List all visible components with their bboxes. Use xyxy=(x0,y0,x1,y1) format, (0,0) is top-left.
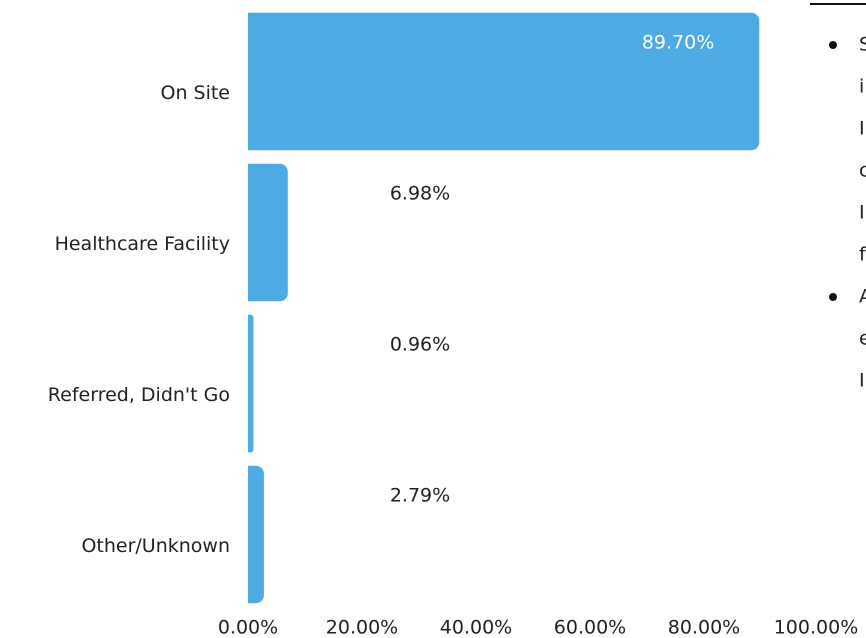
y-tick-label: On Site xyxy=(160,82,230,104)
bar-base-cover xyxy=(239,163,248,302)
x-tick-label: 20.00% xyxy=(326,617,398,638)
side-text: I xyxy=(859,202,865,224)
side-text: i xyxy=(859,76,864,98)
value-label: 6.98% xyxy=(390,182,450,204)
side-text: c xyxy=(859,160,866,182)
bullet xyxy=(829,41,837,49)
x-tick-label: 100.00% xyxy=(774,617,859,638)
x-tick-label: 60.00% xyxy=(554,617,626,638)
side-text: f xyxy=(859,244,866,266)
value-label: 0.96% xyxy=(390,333,450,355)
y-tick-label: Other/Unknown xyxy=(81,535,230,557)
side-text: I xyxy=(859,370,865,392)
y-tick-label: Healthcare Facility xyxy=(55,233,230,255)
bar xyxy=(240,163,288,302)
bar-base-cover xyxy=(239,12,248,151)
value-label: 2.79% xyxy=(390,484,450,506)
side-text: A xyxy=(859,286,866,308)
x-tick-label: 80.00% xyxy=(668,617,740,638)
side-text: S xyxy=(859,34,866,56)
x-tick-label: 40.00% xyxy=(440,617,512,638)
bar-base-cover xyxy=(244,314,248,453)
bar xyxy=(240,12,760,151)
bar-base-cover xyxy=(239,465,248,604)
value-label: 89.70% xyxy=(642,31,714,53)
x-tick-label: 0.00% xyxy=(218,617,278,638)
side-text: I xyxy=(859,118,865,140)
bullet xyxy=(829,293,837,301)
side-text: e xyxy=(859,328,866,350)
y-tick-label: Referred, Didn't Go xyxy=(48,384,230,406)
